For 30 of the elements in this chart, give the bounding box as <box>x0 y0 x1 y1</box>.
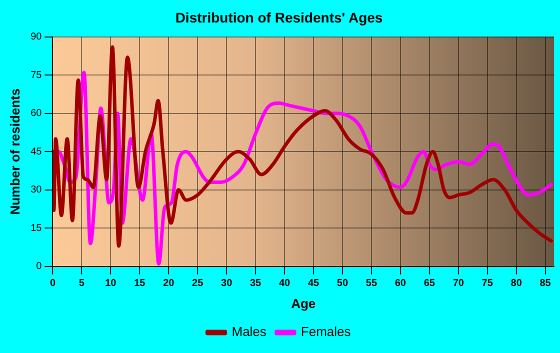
x-tick-label: 85 <box>540 278 552 290</box>
x-tick-label: 5 <box>78 278 85 290</box>
x-tick-label: 55 <box>366 278 378 290</box>
x-tick-label: 50 <box>336 278 348 290</box>
x-tick-label: 70 <box>452 278 464 290</box>
x-tick-label: 0 <box>50 278 56 290</box>
x-tick-label: 15 <box>134 278 146 290</box>
x-tick-label: 40 <box>278 278 291 290</box>
y-tick-label: 45 <box>30 146 42 158</box>
x-tick-label: 60 <box>394 278 406 290</box>
y-tick-label: 60 <box>30 108 42 120</box>
y-tick-label: 15 <box>30 222 42 234</box>
x-tick-label: 80 <box>510 278 522 290</box>
y-tick-label: 75 <box>30 70 42 81</box>
x-tick-label: 10 <box>105 278 117 290</box>
x-tick-label: 35 <box>250 278 262 290</box>
x-tick-label: 65 <box>424 278 436 290</box>
legend-label: Females <box>300 324 352 340</box>
x-tick-label: 45 <box>308 278 320 290</box>
y-axis-title: Number of residents <box>7 88 22 215</box>
y-tick-label: 90 <box>30 32 42 43</box>
chart-title: Distribution of Residents' Ages <box>175 9 383 26</box>
legend-label: Males <box>232 324 267 340</box>
x-tick-label: 75 <box>482 278 494 290</box>
x-axis-title: Age <box>291 296 316 311</box>
y-tick-label: 0 <box>36 261 42 272</box>
x-tick-label: 30 <box>221 278 233 290</box>
x-tick-label: 20 <box>163 278 175 290</box>
y-tick-label: 30 <box>30 184 42 196</box>
x-tick-label: 25 <box>192 278 204 290</box>
